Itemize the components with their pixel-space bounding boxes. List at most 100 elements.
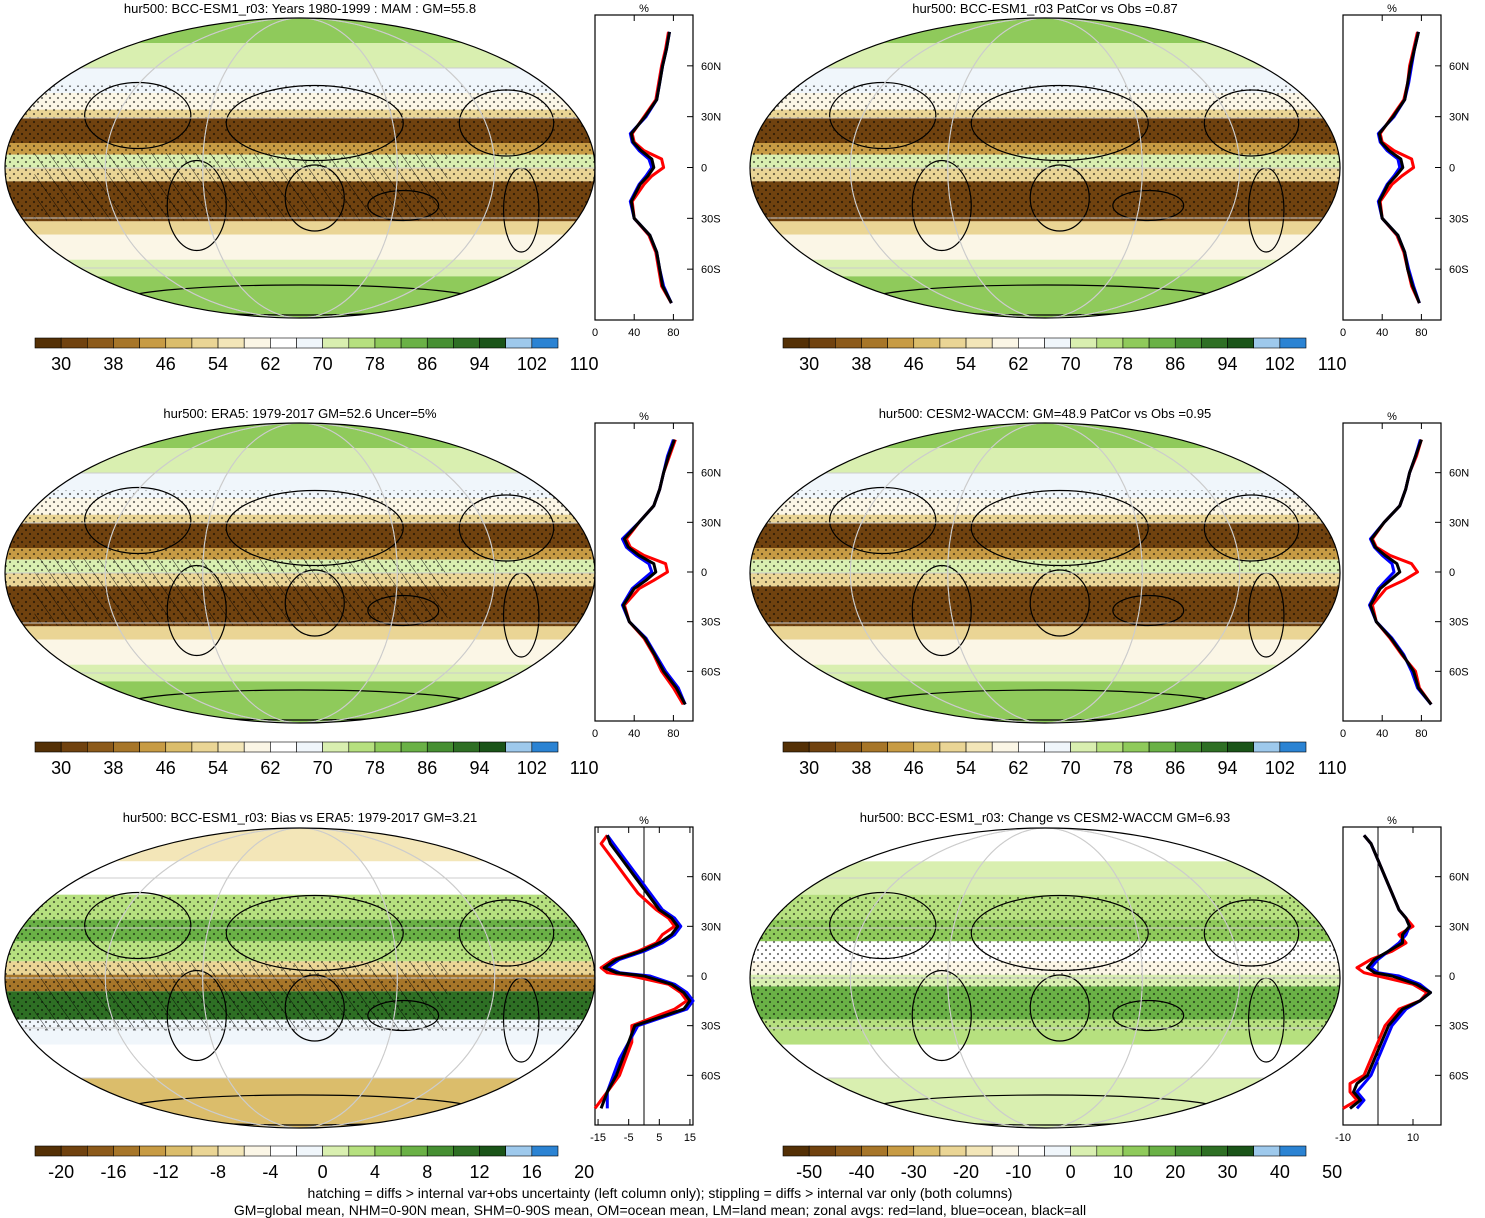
colorbar-label: 12 [470, 1162, 490, 1182]
colorbar-label: 62 [1008, 758, 1028, 778]
graticule-lon [202, 828, 398, 1128]
graticule-lon [849, 828, 1241, 1128]
colorbar-label: 30 [799, 354, 819, 374]
stippling [750, 85, 1340, 221]
x-tick-label: 80 [667, 327, 679, 339]
colorbar-label: 30 [51, 354, 71, 374]
colorbar-label: 46 [904, 354, 924, 374]
lat-tick-label: 60S [1449, 264, 1469, 276]
field-band [5, 423, 595, 448]
colorbar-swatch [1227, 1145, 1255, 1157]
field-band [750, 639, 1340, 665]
colorbar-label: 70 [1061, 758, 1081, 778]
colorbar-swatch [834, 337, 862, 349]
field-band [5, 234, 595, 260]
x-tick-label: 15 [684, 1132, 696, 1144]
map-outline [749, 827, 1341, 1129]
colorbar-swatch [531, 1145, 559, 1157]
field-band [5, 43, 595, 68]
colorbar-label: 30 [799, 758, 819, 778]
zonal-panel-6: % 60N 30N 0 30S 60S -10 10 [1335, 815, 1469, 1144]
colorbar-label: 94 [1218, 354, 1238, 374]
colorbar-swatch [887, 1145, 915, 1157]
colorbar-swatch [165, 337, 193, 349]
colorbar-label: 30 [51, 758, 71, 778]
colorbar-swatch [808, 741, 836, 753]
panel-title-6: hur500: BCC-ESM1_r03: Change vs CESM2-WA… [860, 810, 1231, 825]
footnote-means: GM=global mean, NHM=0-90N mean, SHM=0-90… [234, 1202, 1086, 1218]
colorbar-label: 78 [365, 354, 385, 374]
colorbar-label: 38 [851, 758, 871, 778]
x-tick-label: 0 [592, 728, 598, 740]
colorbar-label: -40 [848, 1162, 874, 1182]
colorbar-label: 62 [260, 758, 280, 778]
x-tick-label: 80 [1415, 327, 1427, 339]
map-panel-5 [4, 827, 596, 1129]
colorbar-label: 40 [1270, 1162, 1290, 1182]
colorbar-swatch [479, 741, 506, 753]
colorbar-swatch [1044, 1145, 1071, 1157]
colorbar-swatch [861, 1145, 888, 1157]
zonal-line-all [621, 439, 687, 706]
colorbar-label: 86 [417, 758, 437, 778]
lat-tick-label: 60S [1449, 1070, 1469, 1082]
colorbar-swatch [322, 337, 350, 349]
x-tick-label: 80 [1415, 728, 1427, 740]
colorbar-label: 70 [1061, 354, 1081, 374]
colorbar-swatch [782, 337, 810, 349]
map-panel-2 [749, 17, 1341, 319]
lat-tick-label: 30S [1449, 617, 1469, 629]
colorbar-label: 86 [417, 354, 437, 374]
colorbar-label: 110 [1318, 758, 1347, 778]
colorbar-swatch [296, 337, 323, 349]
lat-tick-label: 30S [701, 1021, 721, 1033]
colorbar-label: 102 [517, 758, 547, 778]
x-tick-label: -5 [624, 1132, 634, 1144]
lat-tick-label: 60N [1449, 61, 1469, 73]
colorbar-label: 78 [365, 758, 385, 778]
zonal-panel-2: % 60N 30N 0 30S 60S 0 40 80 [1340, 3, 1469, 339]
field-band [5, 828, 595, 862]
colorbar-label: 20 [574, 1162, 594, 1182]
colorbar-swatch [139, 1145, 167, 1157]
lat-tick-label: 30S [701, 213, 721, 225]
colorbar-swatch [1253, 337, 1281, 349]
colorbar-swatch [400, 1145, 428, 1157]
colorbar-swatch [939, 1145, 967, 1157]
colorbar-label: 94 [470, 354, 490, 374]
colorbar-swatch [296, 741, 323, 753]
colorbar-label: -16 [100, 1162, 126, 1182]
field-band [750, 626, 1340, 640]
x-tick-label: -15 [590, 1132, 606, 1144]
colorbar-label: 20 [1165, 1162, 1185, 1182]
colorbar-label: 38 [103, 354, 123, 374]
colorbar-swatch [1096, 337, 1124, 349]
colorbar-label: 94 [1218, 758, 1238, 778]
colorbar-swatch [782, 1145, 810, 1157]
colorbar-swatch [113, 337, 140, 349]
footnote-hatching: hatching = diffs > internal var+obs unce… [308, 1185, 1013, 1201]
colorbar-swatch [374, 741, 402, 753]
colorbar-swatch [217, 741, 245, 753]
colorbar-swatch [939, 337, 967, 349]
colorbar-swatch [426, 1145, 454, 1157]
zonal-unit: % [639, 411, 649, 423]
colorbar-swatch [808, 337, 836, 349]
colorbar-swatch [270, 1145, 297, 1157]
colorbar-swatch [348, 337, 376, 349]
colorbar-swatch [1122, 741, 1150, 753]
colorbar-swatch [296, 1145, 323, 1157]
x-tick-label: 80 [667, 728, 679, 740]
colorbar-swatch [1122, 337, 1150, 349]
colorbar-swatch [1148, 741, 1176, 753]
colorbar-label: 94 [470, 758, 490, 778]
lat-tick-label: 30N [701, 517, 721, 529]
x-tick-label: 40 [628, 327, 640, 339]
lat-tick-label: 30N [701, 112, 721, 124]
field-band [5, 626, 595, 640]
colorbar-swatch [1174, 1145, 1202, 1157]
field-band [5, 276, 595, 318]
colorbar-label: 46 [156, 354, 176, 374]
colorbar-label: 110 [570, 758, 599, 778]
colorbar-swatch [243, 1145, 271, 1157]
